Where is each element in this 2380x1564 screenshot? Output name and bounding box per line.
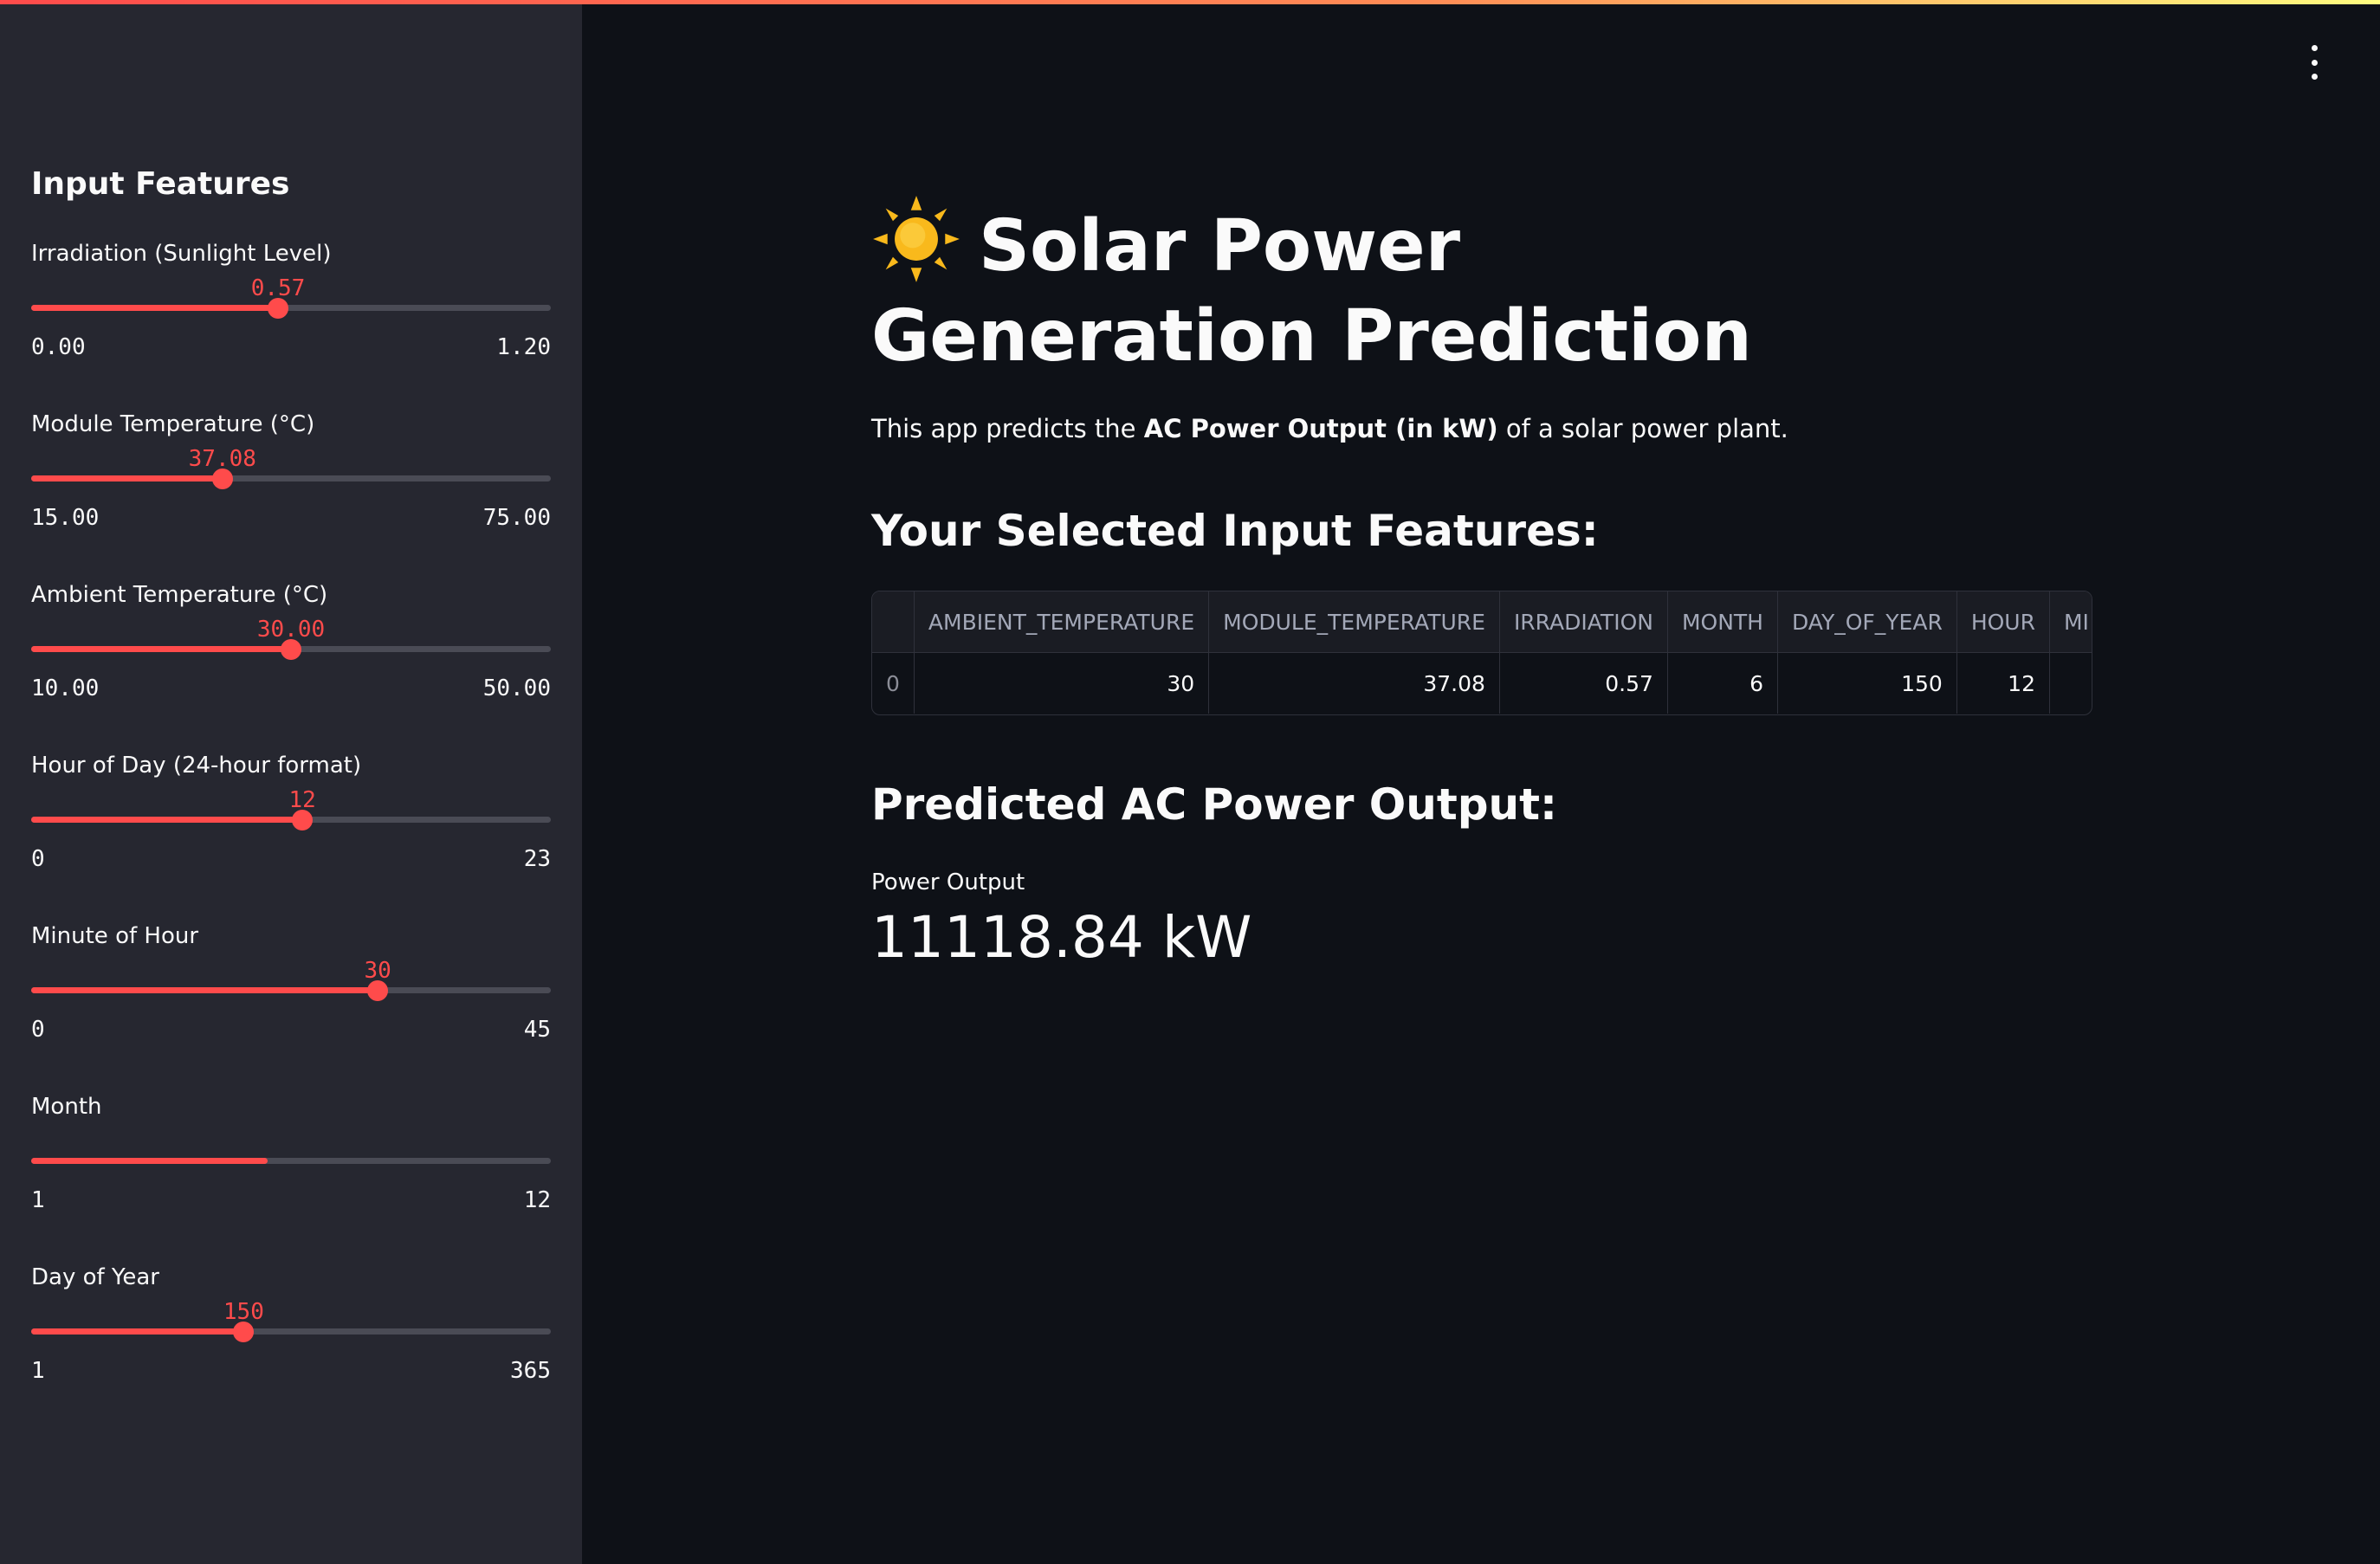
slider-max: 365 bbox=[510, 1358, 551, 1384]
slider-label: Minute of Hour bbox=[31, 923, 199, 949]
slider-label: Month bbox=[31, 1094, 102, 1120]
column-header[interactable]: DAY_OF_YEAR bbox=[1777, 591, 1957, 653]
slider-label: Ambient Temperature (°C) bbox=[31, 582, 328, 608]
slider-max: 12 bbox=[523, 1187, 551, 1213]
slider-thumb[interactable] bbox=[233, 1322, 255, 1342]
slider-max: 1.20 bbox=[496, 334, 551, 360]
page-title-text: Solar Power Generation Prediction bbox=[871, 205, 1752, 378]
prediction-heading: Predicted AC Power Output: bbox=[871, 779, 1558, 830]
page-title: Solar Power Generation Prediction bbox=[871, 194, 1867, 382]
slider-value: 30 bbox=[364, 958, 391, 984]
slider-track[interactable] bbox=[31, 1328, 551, 1335]
slider-max: 75.00 bbox=[482, 505, 551, 531]
slider-value: 30.00 bbox=[256, 617, 326, 643]
table-cell[interactable]: 30 bbox=[914, 652, 1210, 714]
slider-fill bbox=[31, 817, 303, 823]
month-slider[interactable]: Month 1 12 bbox=[31, 1094, 551, 1250]
slider-value: 12 bbox=[288, 787, 316, 813]
sidebar-title: Input Features bbox=[31, 166, 290, 202]
menu-dot bbox=[2311, 45, 2318, 51]
slider-label: Irradiation (Sunlight Level) bbox=[31, 241, 332, 267]
slider-label: Hour of Day (24-hour format) bbox=[31, 753, 362, 779]
slider-track[interactable] bbox=[31, 1158, 551, 1164]
column-header[interactable]: AMBIENT_TEMPERATURE bbox=[914, 591, 1210, 653]
intro-suffix: of a solar power plant. bbox=[1505, 414, 1788, 443]
column-header[interactable]: HOUR bbox=[1956, 591, 2050, 653]
slider-track[interactable] bbox=[31, 817, 551, 823]
slider-min: 1 bbox=[31, 1187, 45, 1213]
slider-fill bbox=[31, 987, 378, 993]
column-header[interactable]: IRRADIATION bbox=[1499, 591, 1668, 653]
table-cell[interactable]: 12 bbox=[1956, 652, 2050, 714]
slider-label: Day of Year bbox=[31, 1264, 159, 1290]
table-cell[interactable] bbox=[2049, 653, 2092, 714]
slider-track[interactable] bbox=[31, 475, 551, 481]
slider-fill bbox=[31, 475, 223, 481]
slider-value: 37.08 bbox=[188, 446, 256, 472]
slider-fill bbox=[31, 305, 278, 311]
slider-thumb[interactable] bbox=[292, 810, 314, 830]
slider-track[interactable] bbox=[31, 305, 551, 311]
slider-thumb[interactable] bbox=[268, 298, 288, 319]
intro-prefix: This app predicts the bbox=[871, 414, 1136, 443]
slider-max: 45 bbox=[523, 1017, 551, 1043]
slider-thumb[interactable] bbox=[281, 639, 301, 660]
sun-icon bbox=[873, 196, 960, 282]
table-header-row: AMBIENT_TEMPERATURE MODULE_TEMPERATURE I… bbox=[872, 591, 2092, 653]
hour-of-day-slider[interactable]: Hour of Day (24-hour format) 12 0 23 bbox=[31, 753, 551, 908]
slider-min: 1 bbox=[31, 1358, 45, 1384]
sidebar: Input Features Irradiation (Sunlight Lev… bbox=[0, 0, 582, 1564]
slider-thumb[interactable] bbox=[211, 469, 233, 489]
features-heading: Your Selected Input Features: bbox=[871, 506, 1599, 556]
slider-value: 150 bbox=[223, 1299, 264, 1325]
slider-min: 10.00 bbox=[31, 675, 100, 701]
slider-track[interactable] bbox=[31, 987, 551, 993]
ambient-temperature-slider[interactable]: Ambient Temperature (°C) 30.00 10.00 50.… bbox=[31, 582, 551, 738]
slider-max: 23 bbox=[523, 846, 551, 872]
column-header-index bbox=[872, 591, 915, 653]
metric-value: 11118.84 kW bbox=[871, 904, 1252, 971]
menu-dot bbox=[2311, 74, 2318, 80]
slider-min: 15.00 bbox=[31, 505, 100, 531]
minute-of-hour-slider[interactable]: Minute of Hour 30 0 45 bbox=[31, 923, 551, 1079]
top-decoration-bar bbox=[0, 0, 2380, 4]
slider-max: 50.00 bbox=[482, 675, 551, 701]
table-cell[interactable]: 150 bbox=[1777, 652, 1957, 714]
slider-min: 0 bbox=[31, 1017, 45, 1043]
slider-value: 0.57 bbox=[250, 275, 306, 301]
features-table[interactable]: AMBIENT_TEMPERATURE MODULE_TEMPERATURE I… bbox=[871, 591, 2092, 715]
vertical-ellipsis-icon[interactable] bbox=[2304, 45, 2325, 80]
menu-dot bbox=[2311, 59, 2318, 66]
slider-fill bbox=[31, 1158, 268, 1164]
row-index: 0 bbox=[872, 652, 915, 714]
table-cell[interactable]: 0.57 bbox=[1499, 652, 1668, 714]
column-header[interactable]: MI bbox=[2049, 591, 2092, 653]
day-of-year-slider[interactable]: Day of Year 150 1 365 bbox=[31, 1264, 551, 1420]
column-header[interactable]: MONTH bbox=[1667, 591, 1778, 653]
slider-fill bbox=[31, 646, 291, 652]
slider-thumb[interactable] bbox=[367, 980, 389, 1001]
slider-label: Module Temperature (°C) bbox=[31, 411, 315, 437]
table-row: 0 30 37.08 0.57 6 150 12 bbox=[872, 652, 2092, 714]
column-header[interactable]: MODULE_TEMPERATURE bbox=[1208, 591, 1500, 653]
metric-label: Power Output bbox=[871, 869, 1025, 895]
intro-bold: AC Power Output (in kW) bbox=[1143, 414, 1498, 443]
table-cell[interactable]: 37.08 bbox=[1208, 652, 1500, 714]
intro-text: This app predicts the AC Power Output (i… bbox=[871, 414, 1788, 443]
module-temperature-slider[interactable]: Module Temperature (°C) 37.08 15.00 75.0… bbox=[31, 411, 551, 567]
slider-min: 0 bbox=[31, 846, 45, 872]
irradiation-slider[interactable]: Irradiation (Sunlight Level) 0.57 0.00 1… bbox=[31, 241, 551, 397]
slider-fill bbox=[31, 1328, 244, 1335]
table-cell[interactable]: 6 bbox=[1667, 652, 1778, 714]
slider-min: 0.00 bbox=[31, 334, 86, 360]
